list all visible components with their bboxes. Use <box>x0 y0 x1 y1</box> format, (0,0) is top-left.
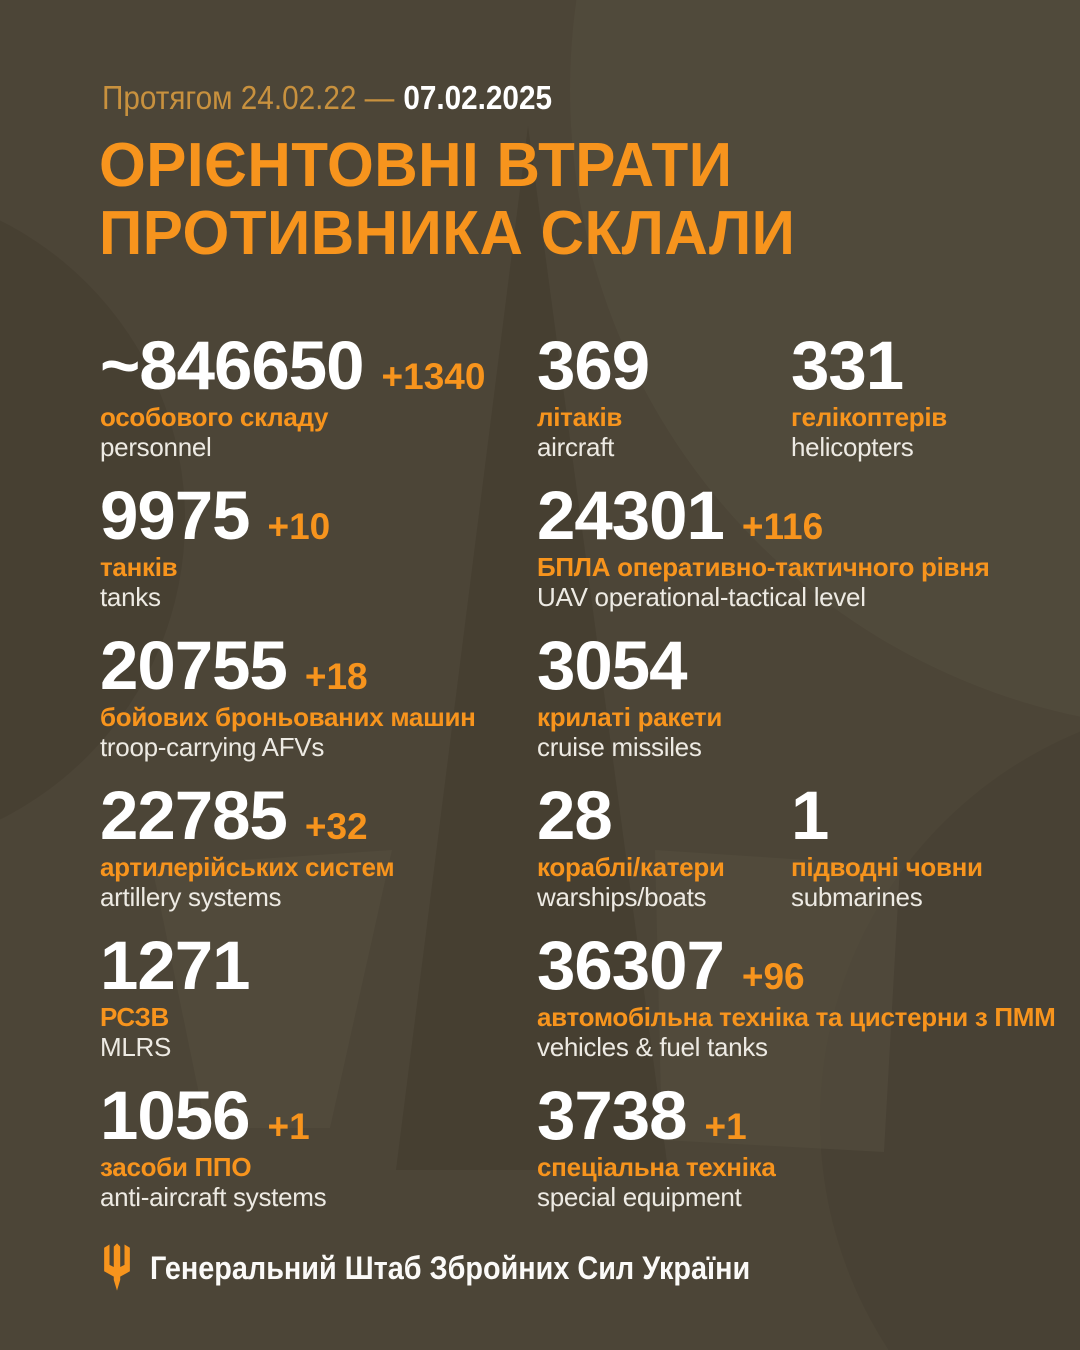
stat-delta: +116 <box>741 506 824 547</box>
stat-helicopters: 331 гелікоптерів helicopters <box>791 331 947 461</box>
stat-delta: +10 <box>267 506 331 547</box>
stat-cruise-missiles: 3054 крилаті ракети cruise missiles <box>537 631 722 761</box>
stat-anti-aircraft: 1056 +1 засоби ППО anti-aircraft systems <box>100 1077 327 1212</box>
stat-delta: +1340 <box>381 356 486 397</box>
stat-label-ua: артилерійських систем <box>100 852 395 882</box>
page-title-line1: ОРІЄНТОВНІ ВТРАТИ <box>99 131 733 200</box>
stat-label-ua: автомобільна техніка та цистерни з ПММ <box>537 1002 1056 1032</box>
stat-value: 331 <box>791 327 904 404</box>
stat-label-en: tanks <box>100 582 161 612</box>
stat-value: 9975 <box>100 477 250 554</box>
period-prefix: Протягом 24.02.22 — <box>102 79 395 116</box>
stat-personnel: ~846650 +1340 особового складу personnel <box>100 331 485 461</box>
stat-uav: 24301 +116 БПЛА оперативно-тактичного рів… <box>537 481 990 611</box>
stat-delta: +1 <box>704 1106 747 1147</box>
stat-tanks: 9975 +10 танків tanks <box>100 481 330 611</box>
stat-label-en: cruise missiles <box>537 732 702 762</box>
stat-label-ua: засоби ППО <box>100 1152 252 1182</box>
stat-aircraft: 369 літаків aircraft <box>537 327 650 462</box>
trident-icon <box>104 1243 130 1291</box>
stat-label-en: anti-aircraft systems <box>100 1182 327 1212</box>
footer: Генеральний Штаб Збройних Сил України <box>102 1242 817 1292</box>
stat-label-en: vehicles & fuel tanks <box>537 1032 768 1062</box>
organization-name: Генеральний Штаб Збройних Сил України <box>150 1250 751 1286</box>
stat-value: 1 <box>791 777 829 854</box>
stat-label-en: MLRS <box>100 1032 172 1062</box>
stat-label-en: helicopters <box>791 432 914 462</box>
stat-value: 1056 <box>100 1077 250 1154</box>
stat-label-ua: БПЛА оперативно-тактичного рівня <box>537 552 990 582</box>
stat-value: 24301 <box>537 477 725 554</box>
stat-value: 22785 <box>100 777 288 854</box>
stat-label-en: artillery systems <box>100 882 282 912</box>
stat-delta: +96 <box>741 956 805 997</box>
stat-label-ua: спеціальна техніка <box>537 1152 776 1182</box>
stat-label-ua: підводні човни <box>791 852 983 882</box>
stat-label-ua: РСЗВ <box>100 1002 169 1032</box>
stat-value: 3738 <box>537 1077 687 1154</box>
report-date: 07.02.2025 <box>403 79 552 116</box>
page-title: ОРІЄНТОВНІ ВТРАТИ ПРОТИВНИКА СКЛАЛИ <box>99 132 795 268</box>
stat-label-ua: кораблі/катери <box>537 852 725 882</box>
stat-label-en: special equipment <box>537 1182 742 1212</box>
stat-value: ~846650 <box>100 327 365 404</box>
stat-label-ua: крилаті ракети <box>537 702 723 732</box>
stat-vehicles: 36307 +96 автомобільна техніка та цистерн… <box>537 931 1056 1061</box>
page-title-line2: ПРОТИВНИКА СКЛАЛИ <box>99 199 796 268</box>
stat-value: 36307 <box>537 927 725 1004</box>
stat-label-en: aircraft <box>537 432 615 462</box>
stat-label-ua: гелікоптерів <box>791 402 947 432</box>
stat-label-en: personnel <box>100 432 212 462</box>
stat-label-en: warships/boats <box>537 882 707 912</box>
stat-mlrs: 1271 РСЗВ MLRS <box>100 931 250 1061</box>
stat-delta: +1 <box>267 1106 310 1147</box>
stat-delta: +18 <box>304 656 368 697</box>
stat-delta: +32 <box>304 806 368 847</box>
stat-warships: 28 кораблі/катери warships/boats <box>537 781 725 911</box>
stat-value: 20755 <box>100 627 288 704</box>
stat-label-ua: танків <box>100 552 178 582</box>
stat-label-ua: бойових броньованих машин <box>100 702 476 732</box>
stat-label-en: troop-carrying AFVs <box>100 732 325 762</box>
stat-value: 1271 <box>100 927 250 1004</box>
stat-label-en: UAV operational-tactical level <box>537 582 866 612</box>
stat-value: 3054 <box>537 627 687 704</box>
stat-value: 28 <box>537 777 613 854</box>
stat-label-ua: літаків <box>537 402 623 432</box>
stat-value: 369 <box>537 327 650 404</box>
stat-special-equipment: 3738 +1 спеціальна техніка special equipm… <box>537 1081 776 1211</box>
stat-afv: 20755 +18 бойових броньованих машин troop… <box>100 631 476 761</box>
stat-label-en: submarines <box>791 882 923 912</box>
report-period: Протягом 24.02.22 —07.02.2025 <box>102 80 552 116</box>
stat-artillery: 22785 +32 артилерійських систем artillery… <box>100 777 395 912</box>
stat-label-ua: особового складу <box>100 402 329 432</box>
stat-submarines: 1 підводні човни submarines <box>791 781 983 911</box>
